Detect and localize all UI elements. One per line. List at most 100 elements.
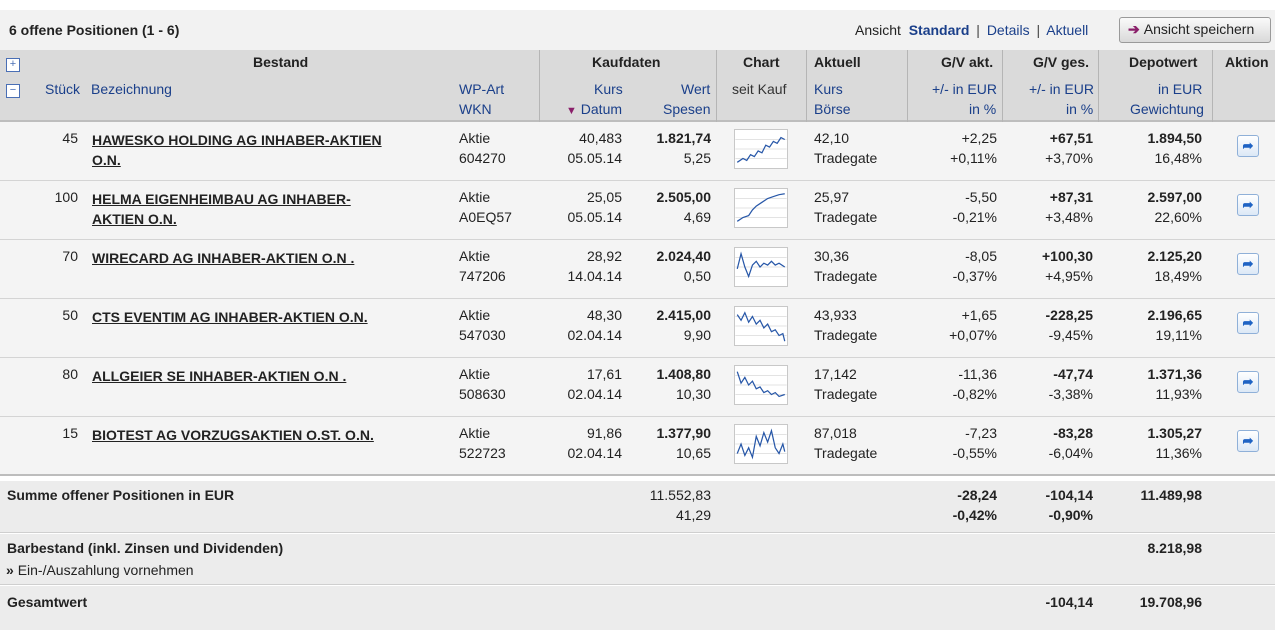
stueck: 50 xyxy=(62,307,78,323)
security-name-link[interactable]: HAWESKO HOLDING AG INHABER-AKTIEN O.N. xyxy=(92,132,382,168)
sparkline-grid xyxy=(735,257,787,277)
kauf-kurs: 28,92 xyxy=(586,248,622,264)
col-aktion: Aktion xyxy=(1225,54,1269,70)
action-button[interactable]: ➦ xyxy=(1237,194,1259,216)
gv-akt-pct: -0,82% xyxy=(952,386,997,402)
gv-ges-pct: +3,70% xyxy=(1045,150,1093,166)
action-button[interactable]: ➦ xyxy=(1237,430,1259,452)
expand-all-icon[interactable]: + xyxy=(6,58,20,72)
save-view-button[interactable]: ➔ Ansicht speichern xyxy=(1119,17,1271,43)
sparkline-grid xyxy=(735,375,787,395)
wp-art: Aktie xyxy=(459,366,491,382)
total-depotwert: 19.708,96 xyxy=(1139,594,1202,610)
security-name-link[interactable]: WIRECARD AG INHABER-AKTIEN O.N . xyxy=(92,250,355,266)
col-kurs[interactable]: Kurs xyxy=(594,81,623,97)
col-gv-pct[interactable]: in % xyxy=(969,101,997,117)
sparkline-grid xyxy=(735,316,787,336)
sparkline-chart[interactable] xyxy=(734,365,788,405)
wkn: A0EQ57 xyxy=(459,209,512,225)
col-wkn[interactable]: WKN xyxy=(459,101,492,117)
view-aktuell-link[interactable]: Aktuell xyxy=(1046,22,1089,38)
depotwert-gewicht: 16,48% xyxy=(1154,150,1202,166)
sparkline-chart[interactable] xyxy=(734,247,788,287)
wp-art: Aktie xyxy=(459,130,491,146)
cash-row: Barbestand (inkl. Zinsen und Dividenden)… xyxy=(0,534,1275,585)
page-title: 6 offene Positionen (1 - 6) xyxy=(9,22,180,38)
col-gv-ges-eur[interactable]: +/- in EUR xyxy=(1029,81,1094,97)
col-bezeichnung[interactable]: Bezeichnung xyxy=(91,81,172,97)
action-button[interactable]: ➦ xyxy=(1237,371,1259,393)
deposit-withdraw-link[interactable]: » Ein-/Auszahlung vornehmen xyxy=(6,562,194,578)
summary-row: Summe offener Positionen in EUR 11.552,8… xyxy=(0,481,1275,533)
col-gv-eur[interactable]: +/- in EUR xyxy=(932,81,997,97)
depotwert-eur: 1.371,36 xyxy=(1147,366,1203,382)
view-details-link[interactable]: Details xyxy=(986,22,1030,38)
sparkline-chart[interactable] xyxy=(734,424,788,464)
col-datum[interactable]: ▼ Datum xyxy=(566,101,622,117)
table-row: 70 WIRECARD AG INHABER-AKTIEN O.N . Akti… xyxy=(0,240,1275,299)
cash-label: Barbestand (inkl. Zinsen und Dividenden) xyxy=(7,540,284,556)
gv-akt-eur: +1,65 xyxy=(961,307,997,323)
table-header: + − Bestand Stück Bezeichnung WP-Art WKN… xyxy=(0,50,1275,122)
kauf-kurs: 40,483 xyxy=(579,130,622,146)
kauf-datum: 05.05.14 xyxy=(567,150,623,166)
kauf-spesen: 0,50 xyxy=(683,268,711,284)
positions-table: 45 HAWESKO HOLDING AG INHABER-AKTIEN O.N… xyxy=(0,122,1275,476)
col-dw-eur[interactable]: in EUR xyxy=(1158,81,1203,97)
depotwert-eur: 2.125,20 xyxy=(1147,248,1203,264)
column-divider xyxy=(716,50,717,122)
depotwert-eur: 1.894,50 xyxy=(1147,130,1203,146)
stueck: 70 xyxy=(62,248,78,264)
wkn: 522723 xyxy=(459,445,506,461)
column-divider xyxy=(1002,50,1003,122)
col-spesen[interactable]: Spesen xyxy=(663,101,711,117)
column-divider xyxy=(1098,50,1099,122)
depotwert-gewicht: 11,36% xyxy=(1155,445,1202,461)
col-chart: Chart xyxy=(743,54,780,70)
summary-gv-eur: -28,24 xyxy=(957,487,997,503)
kauf-wert: 1.377,90 xyxy=(656,425,712,441)
sparkline-line xyxy=(736,371,785,398)
sparkline-chart[interactable] xyxy=(734,306,788,346)
security-name-link[interactable]: CTS EVENTIM AG INHABER-AKTIEN O.N. xyxy=(92,309,368,325)
sparkline-line xyxy=(736,428,786,460)
action-button[interactable]: ➦ xyxy=(1237,135,1259,157)
toolbar: 6 offene Positionen (1 - 6) Ansicht Stan… xyxy=(0,10,1275,50)
gv-ges-pct: +3,48% xyxy=(1045,209,1093,225)
summary-gv-pct: -0,42% xyxy=(952,507,997,523)
stueck: 45 xyxy=(62,130,78,146)
sparkline-chart[interactable] xyxy=(734,188,788,228)
col-wpart[interactable]: WP-Art xyxy=(459,81,505,97)
depotwert-eur: 1.305,27 xyxy=(1147,425,1203,441)
column-divider xyxy=(806,50,807,122)
col-dw-gewicht[interactable]: Gewichtung xyxy=(1130,101,1204,117)
wp-art: Aktie xyxy=(459,307,491,323)
collapse-all-icon[interactable]: − xyxy=(6,84,20,98)
security-name-link[interactable]: ALLGEIER SE INHABER-AKTIEN O.N . xyxy=(92,368,347,384)
aktuell-kurs: 25,97 xyxy=(814,189,850,205)
col-wert[interactable]: Wert xyxy=(681,81,711,97)
col-boerse[interactable]: Börse xyxy=(814,101,851,117)
kauf-kurs: 25,05 xyxy=(586,189,622,205)
sparkline-chart[interactable] xyxy=(734,129,788,169)
kauf-datum: 02.04.14 xyxy=(567,445,623,461)
table-row: 80 ALLGEIER SE INHABER-AKTIEN O.N . Akti… xyxy=(0,358,1275,417)
summary-label: Summe offener Positionen in EUR xyxy=(7,487,235,503)
action-button[interactable]: ➦ xyxy=(1237,253,1259,275)
wp-art: Aktie xyxy=(459,248,491,264)
security-name-link[interactable]: HELMA EIGENHEIMBAU AG INHABER-AKTIEN O.N… xyxy=(92,191,351,227)
gv-akt-eur: -8,05 xyxy=(965,248,997,264)
col-akt-kurs[interactable]: Kurs xyxy=(814,81,843,97)
summary-wert: 11.552,83 xyxy=(649,487,711,503)
security-name-link[interactable]: BIOTEST AG VORZUGSAKTIEN O.ST. O.N. xyxy=(92,427,374,443)
kauf-spesen: 9,90 xyxy=(683,327,711,343)
view-standard-link[interactable]: Standard xyxy=(908,22,970,38)
wkn: 508630 xyxy=(459,386,506,402)
col-gv-ges-pct[interactable]: in % xyxy=(1066,101,1094,117)
aktuell-kurs: 30,36 xyxy=(814,248,850,264)
col-stueck[interactable]: Stück xyxy=(45,81,81,97)
action-button[interactable]: ➦ xyxy=(1237,312,1259,334)
gv-akt-pct: -0,55% xyxy=(952,445,997,461)
col-gv-akt: G/V akt. xyxy=(941,54,994,70)
gv-akt-pct: +0,07% xyxy=(949,327,997,343)
